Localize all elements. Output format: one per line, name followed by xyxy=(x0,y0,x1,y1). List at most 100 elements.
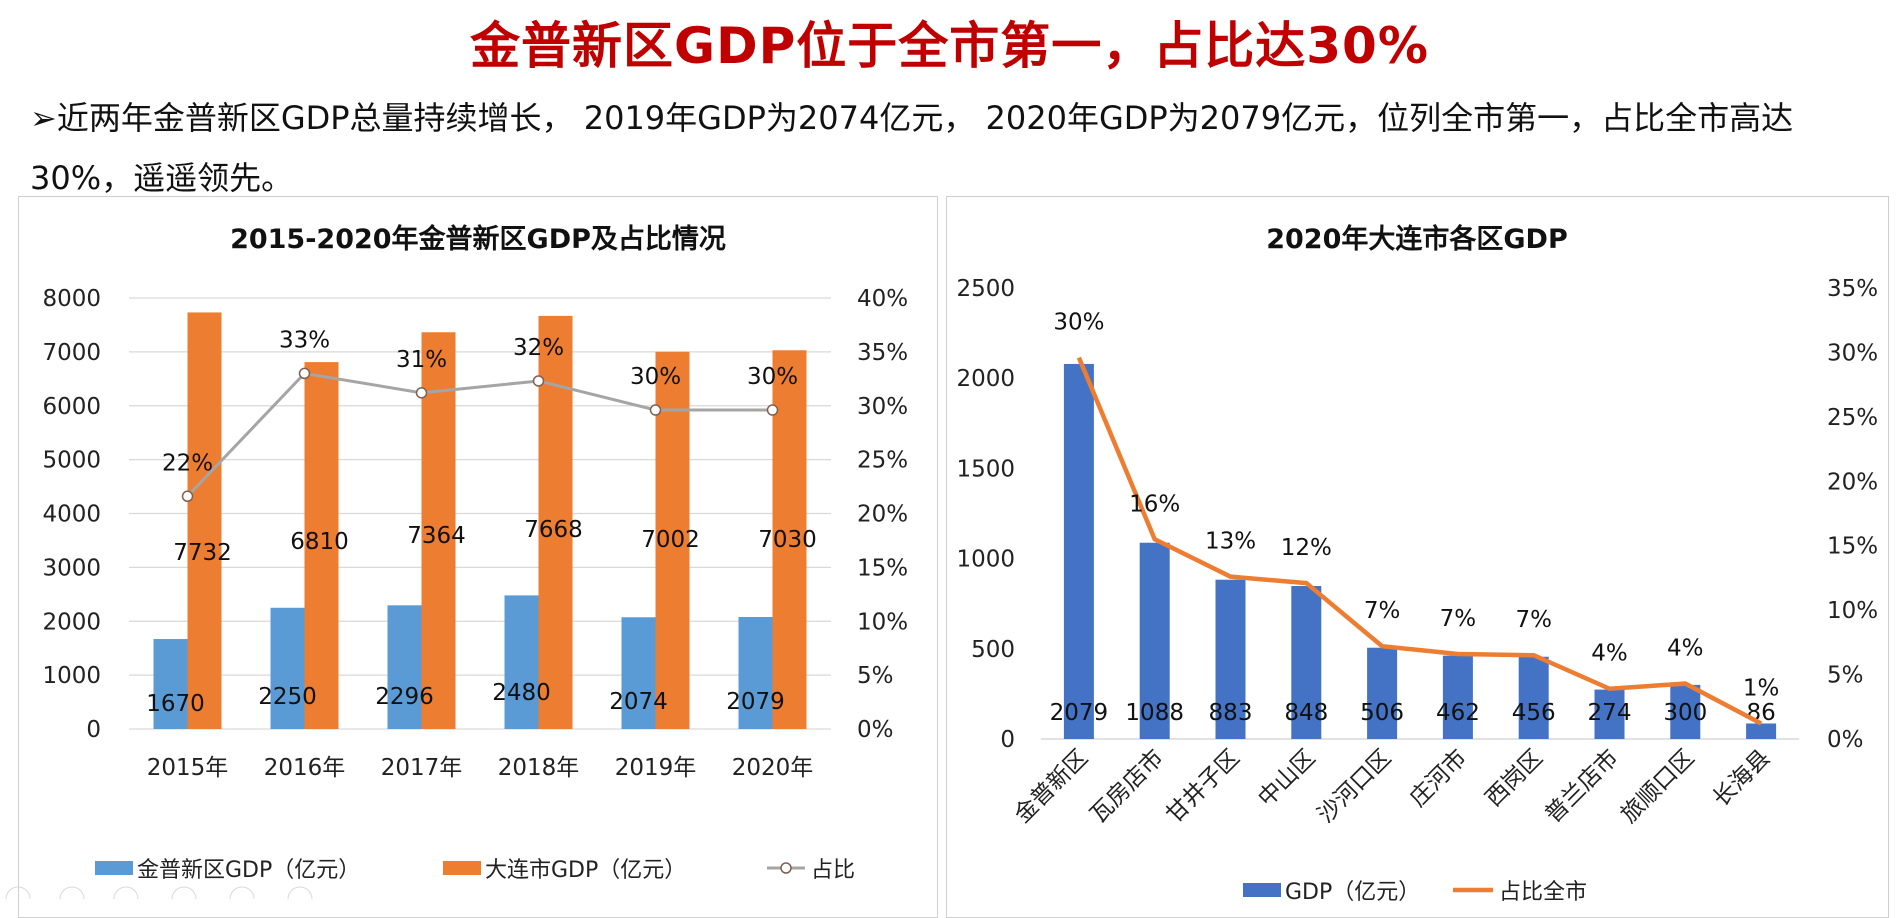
district-gdp-bar xyxy=(1367,647,1398,739)
district-gdp-label: 300 xyxy=(1663,700,1707,726)
x-tick-label: 2017年 xyxy=(381,755,463,781)
bar-dalian-gdp xyxy=(772,350,807,729)
district-gdp-bar xyxy=(1139,542,1170,739)
y-tick-label: 3000 xyxy=(42,555,101,581)
share-marker xyxy=(298,367,311,380)
legend-label-dalian: 大连市GDP（亿元） xyxy=(485,858,686,883)
x-tick-label: 2019年 xyxy=(615,755,697,781)
gdp-trend-chart: 2015-2020年金普新区GDP及占比情况 0 1000 2000 3000 4000 5… xyxy=(42,223,908,883)
y-tick-label: 1000 xyxy=(956,547,1015,573)
share-label: 30% xyxy=(630,364,681,390)
chart-title: 2020年大连市各区GDP xyxy=(1266,223,1568,255)
legend-swatch-jinpu xyxy=(95,861,133,875)
district-gdp-bar xyxy=(1670,684,1701,739)
district-gdp-bar xyxy=(1215,579,1246,739)
district-gdp-bar xyxy=(1518,656,1549,739)
x-tick-label: 旅顺口区 xyxy=(1616,745,1699,828)
data-label-dalian: 7030 xyxy=(758,527,817,553)
page-title: 金普新区GDP位于全市第一，占比达30% xyxy=(470,17,1429,75)
y-tick-label: 2000 xyxy=(956,366,1015,392)
data-label-dalian: 7732 xyxy=(173,540,232,566)
share-label: 4% xyxy=(1667,636,1704,662)
district-gdp-chart-panel: 2020年大连市各区GDP 0 500 1000 1500 2000 2500 0% 5% 10%… xyxy=(946,196,1889,918)
district-gdp-label: 274 xyxy=(1588,700,1632,726)
share-marker xyxy=(181,490,194,503)
legend-label-share: 占比全市 xyxy=(1499,880,1587,905)
y2-tick-label: 0% xyxy=(857,717,894,743)
share-line xyxy=(1076,356,1763,726)
district-gdp-chart: 2020年大连市各区GDP 0 500 1000 1500 2000 2500 0% 5% 10%… xyxy=(956,223,1878,905)
nav-dot[interactable] xyxy=(113,886,139,899)
legend-label-share: 占比 xyxy=(811,858,855,883)
data-label-dalian: 7668 xyxy=(524,517,583,543)
share-label: 7% xyxy=(1515,607,1552,633)
x-tick-label: 2018年 xyxy=(498,755,580,781)
chart-title: 2015-2020年金普新区GDP及占比情况 xyxy=(230,223,726,255)
y2-tick-label: 35% xyxy=(1827,276,1878,302)
share-label: 13% xyxy=(1205,529,1256,555)
x-tick-label: 2016年 xyxy=(264,755,346,781)
district-gdp-label: 883 xyxy=(1209,700,1253,726)
share-label: 1% xyxy=(1743,676,1780,702)
district-gdp-label: 462 xyxy=(1436,700,1480,726)
share-label: 33% xyxy=(279,327,330,353)
y-tick-label: 6000 xyxy=(42,394,101,420)
y2-tick-label: 30% xyxy=(1827,340,1878,366)
nav-dot[interactable] xyxy=(59,886,85,899)
data-label-dalian: 6810 xyxy=(290,529,349,555)
x-tick-label: 庄河市 xyxy=(1405,745,1472,812)
x-tick-label: 普兰店市 xyxy=(1540,745,1623,828)
y-tick-label: 2000 xyxy=(42,609,101,635)
y-tick-label: 500 xyxy=(971,637,1015,663)
y2-tick-label: 10% xyxy=(857,609,908,635)
share-marker xyxy=(415,387,428,399)
legend-swatch-gdp xyxy=(1243,883,1281,897)
slide-nav-dots xyxy=(5,886,313,899)
y2-tick-label: 20% xyxy=(857,502,908,528)
share-line xyxy=(186,371,773,498)
share-label: 12% xyxy=(1281,535,1332,561)
y2-tick-label: 35% xyxy=(857,340,908,366)
nav-dot[interactable] xyxy=(5,886,31,899)
x-tick-label: 沙河口区 xyxy=(1313,745,1396,828)
gdp-trend-chart-panel: 2015-2020年金普新区GDP及占比情况 0 1000 2000 3000 4000 5… xyxy=(18,196,938,918)
x-tick-label: 西岗区 xyxy=(1481,745,1548,812)
x-tick-label: 金普新区 xyxy=(1010,745,1093,828)
y2-tick-label: 0% xyxy=(1827,727,1864,753)
data-label-jinpu: 2079 xyxy=(726,689,785,715)
data-label-jinpu: 2296 xyxy=(375,684,434,710)
x-tick-label: 2020年 xyxy=(732,755,814,781)
share-marker xyxy=(649,404,662,416)
y2-tick-label: 5% xyxy=(857,663,894,689)
share-marker xyxy=(766,404,779,416)
data-label-dalian: 7002 xyxy=(641,527,700,553)
share-label: 32% xyxy=(513,335,564,361)
bar-jinpu-gdp xyxy=(153,639,188,729)
y2-tick-label: 30% xyxy=(857,394,908,420)
share-label: 31% xyxy=(396,347,447,373)
share-label: 30% xyxy=(1053,310,1104,336)
legend-label-gdp: GDP（亿元） xyxy=(1285,880,1420,905)
nav-dot[interactable] xyxy=(229,886,255,899)
data-label-dalian: 7364 xyxy=(407,523,466,549)
y-tick-label: 8000 xyxy=(42,286,101,312)
x-tick-label: 甘井子区 xyxy=(1161,745,1244,828)
share-label: 7% xyxy=(1440,606,1477,632)
y2-tick-label: 20% xyxy=(1827,469,1878,495)
district-gdp-label: 506 xyxy=(1360,700,1404,726)
data-label-jinpu: 2074 xyxy=(609,689,668,715)
share-label: 22% xyxy=(162,450,213,476)
nav-dot[interactable] xyxy=(171,886,197,899)
y2-tick-label: 25% xyxy=(1827,405,1878,431)
y2-tick-label: 40% xyxy=(857,286,908,312)
y-tick-label: 2500 xyxy=(956,276,1015,302)
district-gdp-bar xyxy=(1594,689,1625,739)
nav-dot[interactable] xyxy=(287,886,313,899)
y-tick-label: 0 xyxy=(1000,727,1015,753)
legend-label-jinpu: 金普新区GDP（亿元） xyxy=(137,858,360,883)
x-tick-label: 中山区 xyxy=(1253,745,1320,812)
y-tick-label: 0 xyxy=(86,717,101,743)
share-label: 7% xyxy=(1364,598,1401,624)
data-label-jinpu: 2480 xyxy=(492,680,551,706)
bar-jinpu-gdp xyxy=(738,616,773,729)
